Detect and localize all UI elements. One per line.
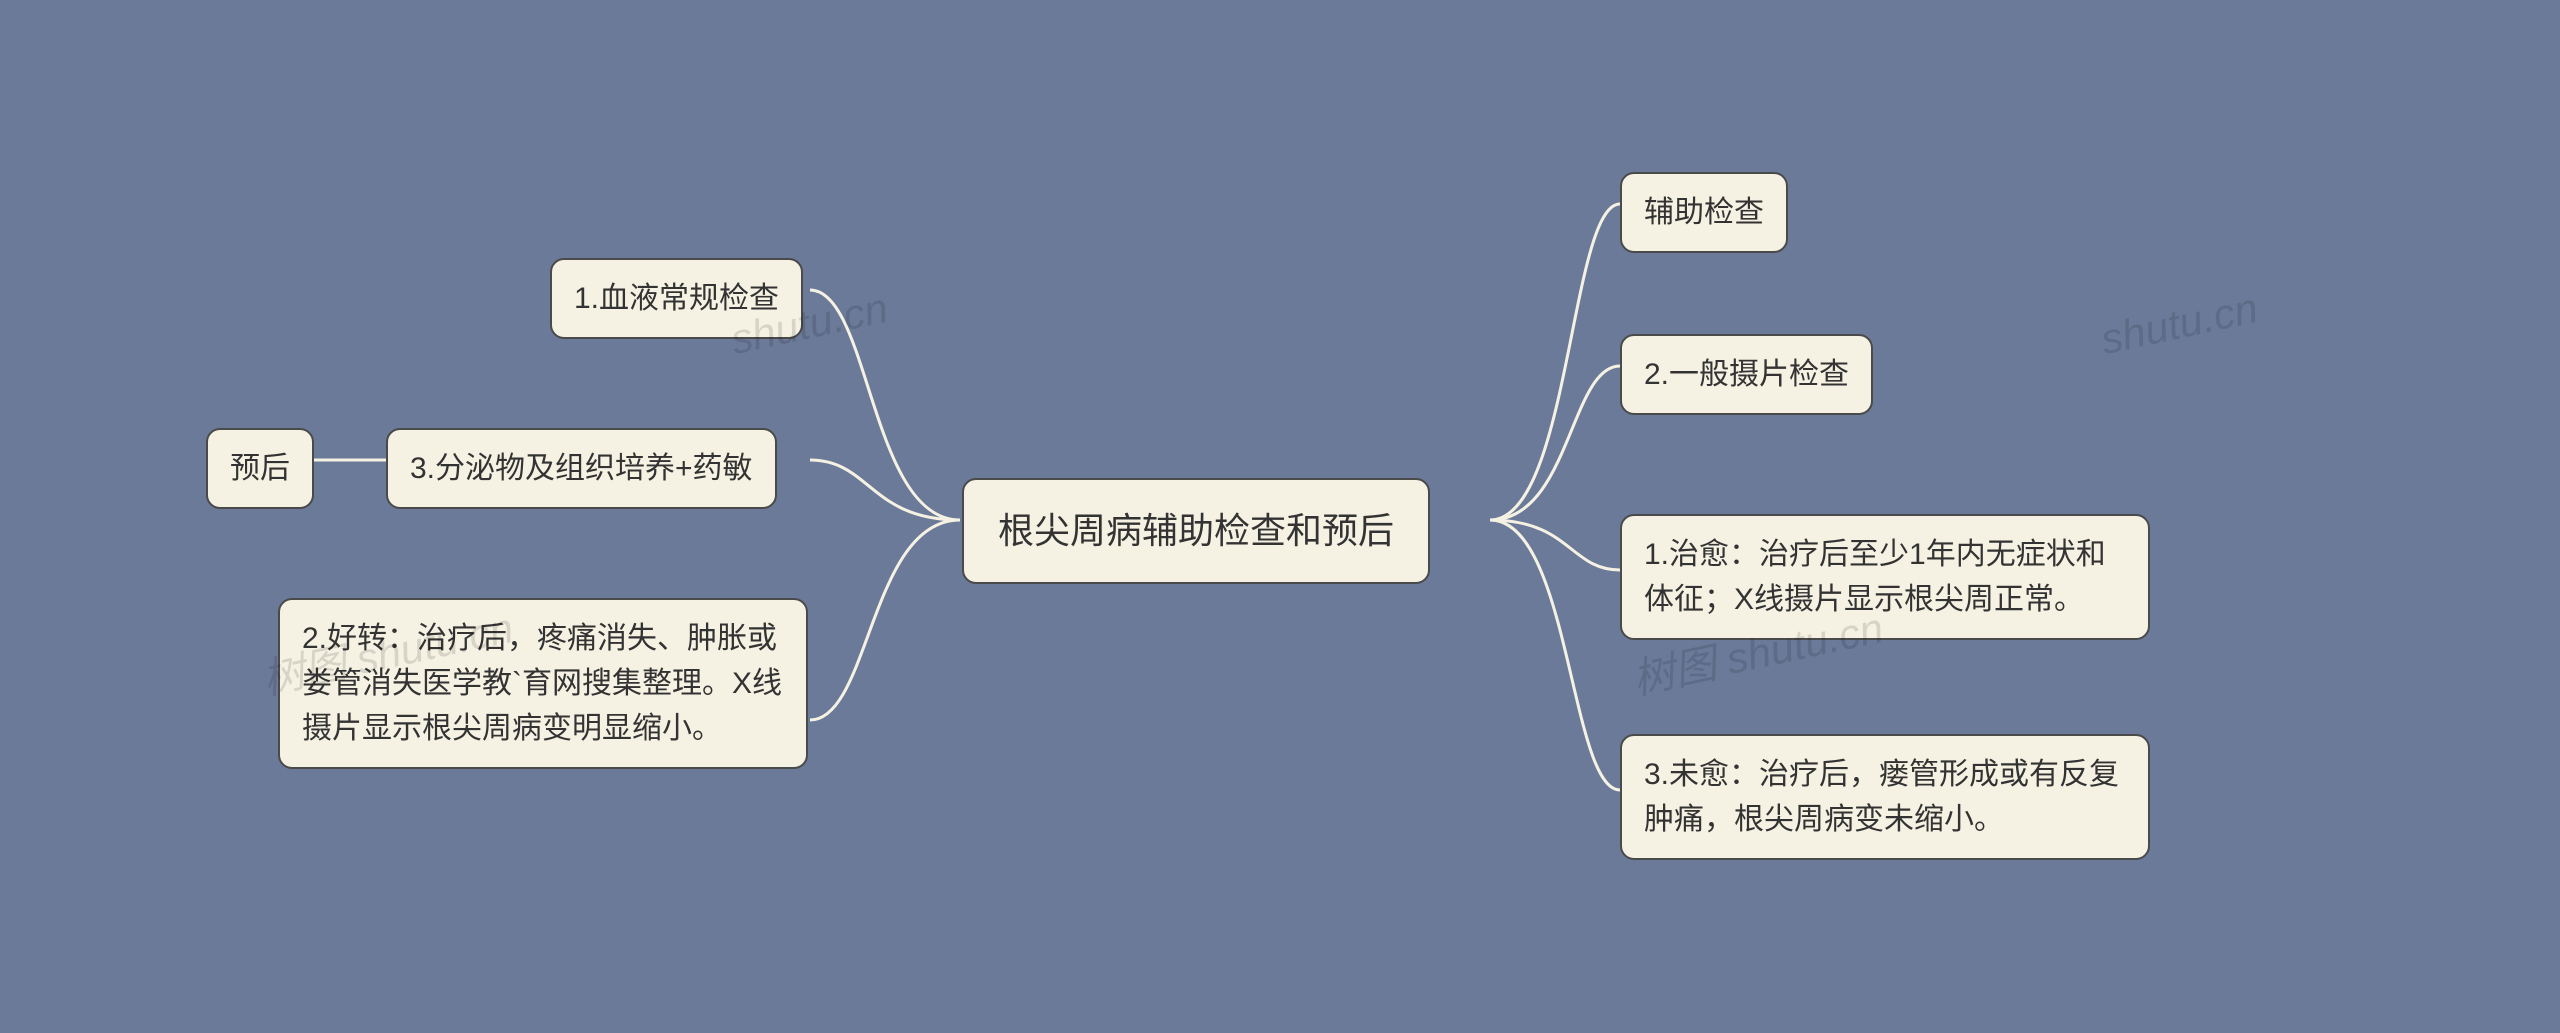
node-r2-label: 2.一般摄片检查 <box>1644 352 1849 397</box>
root-label: 根尖周病辅助检查和预后 <box>998 504 1394 558</box>
node-r2[interactable]: 2.一般摄片检查 <box>1620 334 1873 415</box>
watermark: shutu.cn <box>2097 284 2262 364</box>
node-l2a[interactable]: 预后 <box>206 428 314 509</box>
node-l2-label: 3.分泌物及组织培养+药敏 <box>410 446 753 491</box>
mindmap-canvas: 根尖周病辅助检查和预后 辅助检查 2.一般摄片检查 1.治愈：治疗后至少1年内无… <box>0 0 2560 1033</box>
node-r3[interactable]: 1.治愈：治疗后至少1年内无症状和体征；X线摄片显示根尖周正常。 <box>1620 514 2150 640</box>
node-r4-label: 3.未愈：治疗后，瘘管形成或有反复肿痛，根尖周病变未缩小。 <box>1644 752 2126 842</box>
node-l1[interactable]: 1.血液常规检查 <box>550 258 803 339</box>
node-r3-label: 1.治愈：治疗后至少1年内无症状和体征；X线摄片显示根尖周正常。 <box>1644 532 2126 622</box>
node-r1[interactable]: 辅助检查 <box>1620 172 1788 253</box>
node-l2[interactable]: 3.分泌物及组织培养+药敏 <box>386 428 777 509</box>
node-l3[interactable]: 2.好转：治疗后，疼痛消失、肿胀或娄管消失医学教`育网搜集整理。X线摄片显示根尖… <box>278 598 808 769</box>
node-r1-label: 辅助检查 <box>1644 190 1764 235</box>
node-r4[interactable]: 3.未愈：治疗后，瘘管形成或有反复肿痛，根尖周病变未缩小。 <box>1620 734 2150 860</box>
root-node[interactable]: 根尖周病辅助检查和预后 <box>962 478 1430 584</box>
node-l1-label: 1.血液常规检查 <box>574 276 779 321</box>
node-l3-label: 2.好转：治疗后，疼痛消失、肿胀或娄管消失医学教`育网搜集整理。X线摄片显示根尖… <box>302 616 784 751</box>
node-l2a-label: 预后 <box>230 446 290 491</box>
